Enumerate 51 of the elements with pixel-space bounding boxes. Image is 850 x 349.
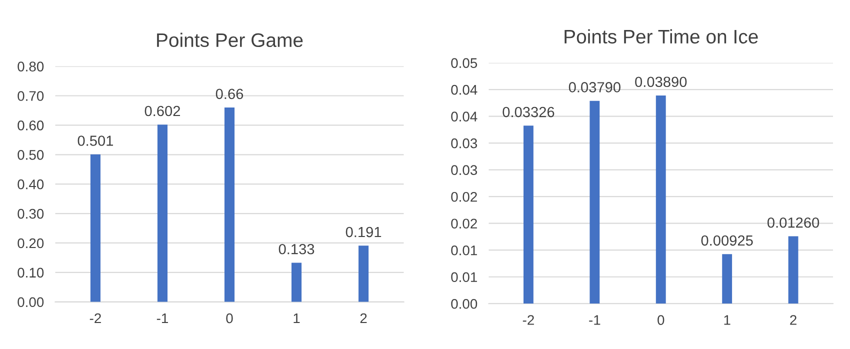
x-tick-label: 1 [724, 315, 730, 325]
y-tick-label: 0.00 [451, 298, 478, 309]
y-tick-label: 0.30 [18, 208, 44, 219]
y-tick-label: 0.60 [18, 120, 44, 130]
data-label: 0.191 [346, 226, 382, 238]
y-tick-label: 0.04 [451, 84, 478, 95]
chart-title: Points Per Game [157, 32, 303, 48]
data-label: 0.03326 [502, 106, 554, 118]
y-tick-label: 0.03 [451, 165, 478, 176]
x-tick-label: 0 [658, 315, 664, 325]
y-tick-label: 0.70 [18, 91, 44, 101]
y-tick-label: 0.80 [18, 62, 44, 72]
y-tick-label: 0.00 [18, 297, 44, 308]
x-tick-label: 2 [360, 313, 367, 324]
bar [590, 100, 600, 304]
y-tick-label: 0.03 [451, 138, 478, 148]
y-tick-label: 0.05 [451, 58, 478, 68]
data-label: 0.133 [278, 244, 314, 254]
data-label: 0.501 [78, 136, 113, 146]
y-tick-label: 0.01 [451, 245, 477, 256]
bar [722, 254, 732, 304]
x-tick-label: -2 [90, 313, 101, 324]
x-tick-label: 0 [226, 313, 233, 324]
data-label: 0.602 [144, 106, 180, 116]
bar [157, 124, 168, 302]
y-tick-label: 0.50 [18, 150, 44, 160]
y-tick-label: 0.02 [451, 218, 477, 229]
bar [291, 262, 302, 302]
y-tick-label: 0.04 [451, 112, 478, 122]
y-tick-label: 0.02 [451, 192, 477, 202]
x-tick-label: 2 [790, 315, 796, 325]
bar [524, 126, 534, 304]
y-tick-label: 0.10 [18, 268, 44, 278]
y-tick-label: 0.20 [18, 238, 44, 248]
x-tick-label: -1 [589, 315, 600, 325]
y-tick-label: 0.01 [451, 272, 477, 282]
data-label: 0.03790 [568, 82, 620, 92]
data-label: 0.03890 [635, 76, 687, 88]
chart-title: Points Per Time on Ice [564, 29, 758, 44]
data-label: 0.01260 [767, 217, 820, 228]
bar [656, 95, 666, 304]
bar [788, 236, 798, 304]
x-tick-label: -1 [156, 314, 168, 324]
bar [90, 154, 100, 302]
bar [224, 108, 235, 302]
y-tick-label: 0.40 [18, 179, 44, 190]
x-tick-label: -2 [522, 315, 534, 325]
x-tick-label: 1 [294, 314, 300, 324]
data-label: 0.66 [216, 88, 244, 100]
bar [358, 246, 369, 302]
data-label: 0.00925 [701, 235, 753, 246]
